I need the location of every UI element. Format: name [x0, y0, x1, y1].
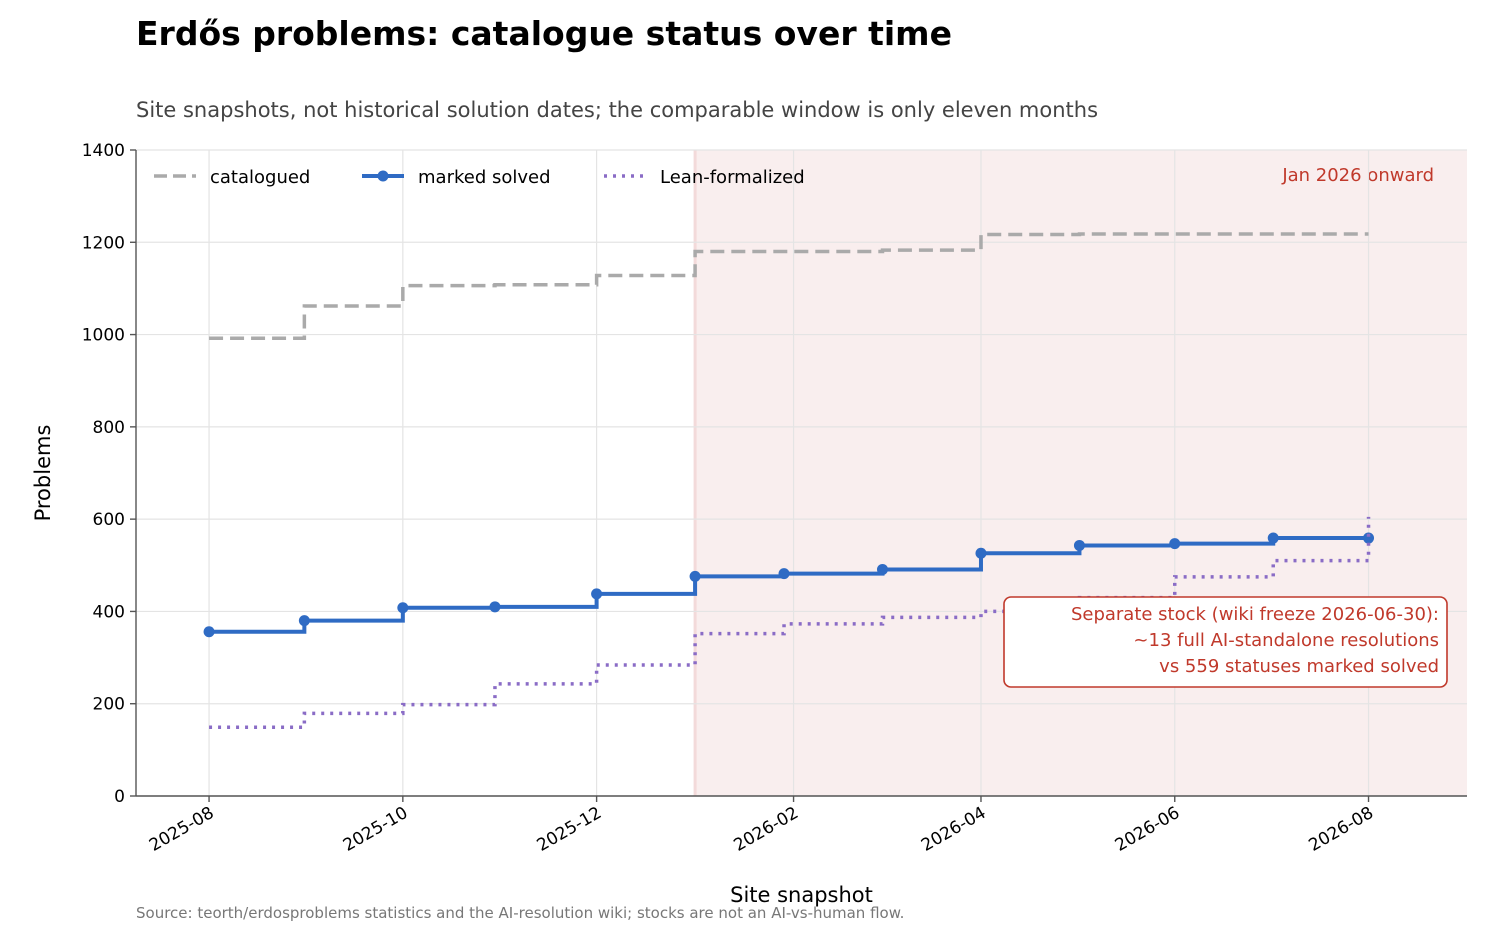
annotation-line: Separate stock (wiki freeze 2026-06-30): [1071, 604, 1439, 625]
y-axis-title: Problems [31, 425, 55, 522]
series-layer [203, 232, 1375, 729]
data-point-marked-solved [298, 615, 310, 627]
x-tick-label: 2026-06 [1112, 803, 1184, 856]
y-tick-label: 1200 [82, 233, 125, 253]
annotation-line: vs 559 statuses marked solved [1159, 656, 1439, 677]
x-axis-title: Site snapshot [730, 883, 873, 907]
data-point-marked-solved [1073, 539, 1085, 551]
data-point-marked-solved [689, 570, 701, 582]
legend-label-marked-solved: marked solved [418, 167, 551, 188]
y-tick-label: 0 [114, 787, 125, 807]
x-tick-label: 2025-10 [340, 803, 412, 856]
data-point-marked-solved [877, 563, 889, 575]
chart-subtitle: Site snapshots, not historical solution … [136, 98, 1099, 122]
y-tick-label: 400 [93, 602, 125, 622]
annotation-line: ~13 full AI-standalone resolutions [1133, 630, 1439, 651]
series-line-catalogued [209, 232, 1369, 341]
x-tick-label: 2026-02 [731, 803, 803, 856]
legend-label-lean-formalized: Lean-formalized [660, 167, 805, 188]
shaded-region-layer: Jan 2026 onward [693, 150, 1467, 796]
x-tick-label: 2026-08 [1306, 803, 1378, 856]
annotation-box [1003, 596, 1448, 688]
legend-marker-marked-solved [377, 170, 389, 182]
x-tick-label: 2025-08 [146, 803, 218, 856]
x-tick-label: 2025-12 [534, 803, 606, 856]
x-tick-label: 2026-04 [918, 803, 990, 856]
data-point-marked-solved [591, 588, 603, 600]
y-tick-label: 200 [93, 695, 125, 715]
y-tick-label: 1000 [82, 326, 125, 346]
chart-title: Erdős problems: catalogue status over ti… [136, 14, 952, 53]
data-point-marked-solved [975, 547, 987, 559]
shaded-region-label: Jan 2026 onward [1281, 165, 1434, 186]
shaded-region-jan-2026 [695, 150, 1467, 796]
legend-layer: catalogued marked solved Lean-formalized [154, 167, 805, 188]
data-point-marked-solved [1169, 538, 1181, 550]
annotation-layer: Separate stock (wiki freeze 2026-06-30):… [1003, 596, 1448, 688]
data-point-marked-solved [1267, 532, 1279, 544]
y-tick-label: 600 [93, 510, 125, 530]
data-point-marked-solved [778, 568, 790, 580]
data-point-marked-solved [489, 601, 501, 613]
data-point-marked-solved [203, 626, 215, 638]
data-point-marked-solved [1363, 532, 1375, 544]
data-point-marked-solved [397, 602, 409, 614]
legend-label-catalogued: catalogued [210, 167, 310, 188]
series-line-lean-formalized [209, 516, 1371, 729]
y-tick-label: 800 [93, 418, 125, 438]
grid-layer [136, 149, 1467, 797]
source-note: Source: teorth/erdosproblems statistics … [136, 904, 905, 922]
y-tick-label: 1400 [82, 141, 125, 161]
